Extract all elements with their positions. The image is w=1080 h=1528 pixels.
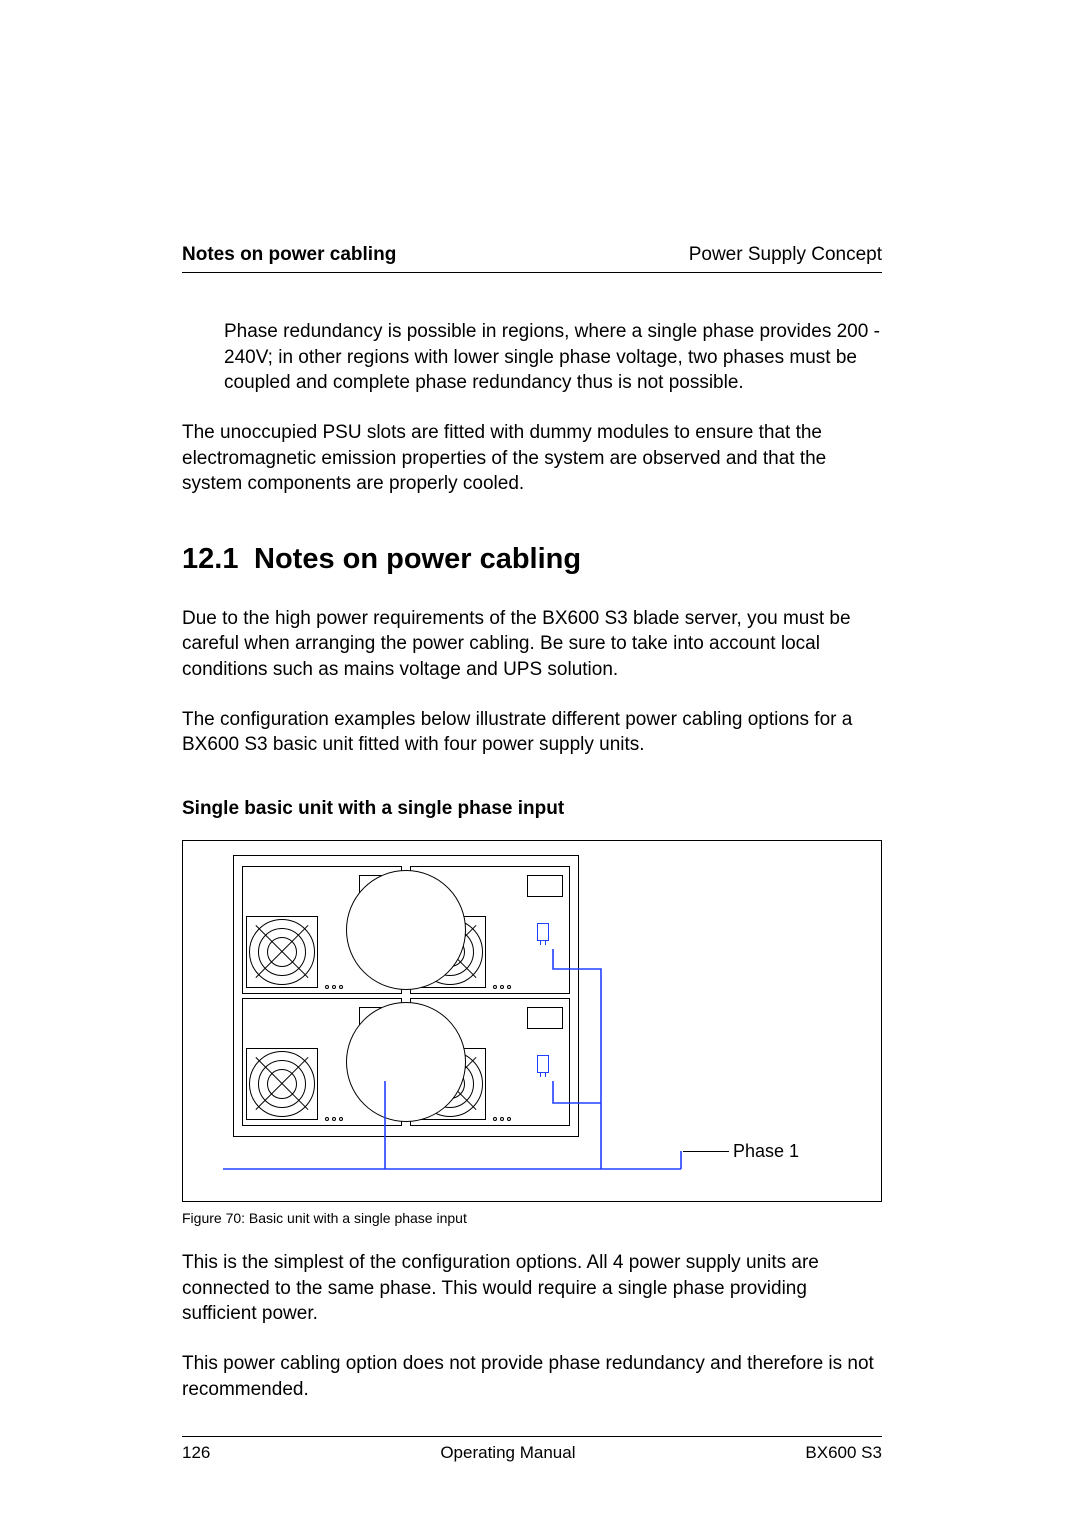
body-paragraph: The unoccupied PSU slots are fitted with… [182, 420, 882, 497]
body-paragraph: This is the simplest of the configuratio… [182, 1250, 882, 1327]
subheading: Single basic unit with a single phase in… [182, 798, 882, 820]
header-rule [182, 272, 882, 273]
figure: Phase 1 Figure 70: Basic unit with a sin… [182, 840, 882, 1226]
footer-right: BX600 S3 [805, 1443, 882, 1463]
body-paragraph: This power cabling option does not provi… [182, 1351, 882, 1402]
power-plug-icon [537, 1055, 549, 1073]
section-number: 12.1 [182, 543, 254, 576]
body-paragraph: Due to the high power requirements of th… [182, 606, 882, 683]
footer-center: Operating Manual [440, 1443, 575, 1463]
center-circle [346, 870, 466, 990]
footer-page-number: 126 [182, 1443, 210, 1463]
phase-leader-line [683, 1151, 729, 1152]
note-paragraph: Phase redundancy is possible in regions,… [224, 319, 882, 396]
section-heading: 12.1Notes on power cabling [182, 543, 882, 576]
basic-unit [233, 855, 579, 1137]
fan-icon [249, 919, 315, 985]
center-circle [346, 1002, 466, 1122]
figure-caption: Figure 70: Basic unit with a single phas… [182, 1210, 882, 1226]
page-header: Notes on power cabling Power Supply Conc… [182, 244, 882, 272]
section-title: Notes on power cabling [254, 543, 581, 575]
power-plug-icon [537, 923, 549, 941]
body-paragraph: The configuration examples below illustr… [182, 707, 882, 758]
header-left: Notes on power cabling [182, 244, 396, 266]
header-right: Power Supply Concept [689, 244, 882, 266]
fan-icon [249, 1051, 315, 1117]
page-footer: 126 Operating Manual BX600 S3 [182, 1437, 882, 1463]
figure-box: Phase 1 [182, 840, 882, 1202]
phase-label: Phase 1 [733, 1141, 799, 1162]
